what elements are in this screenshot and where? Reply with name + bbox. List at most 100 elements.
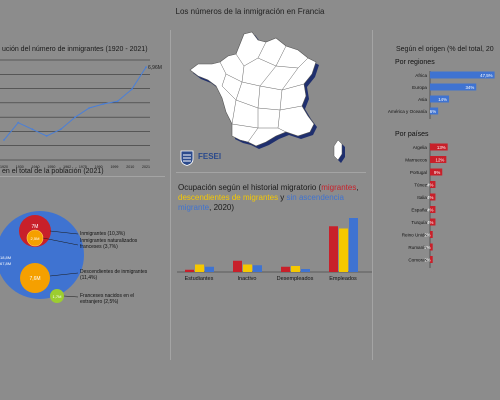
group-title: Por países — [395, 131, 429, 138]
logo-text: FESEI — [198, 152, 222, 161]
occupation-title-no-ancestry: sin ascendencia migrante — [178, 193, 344, 212]
bar-label: Marruecos — [405, 158, 427, 163]
bubble-descendants — [20, 263, 50, 293]
bar-label: Rumanía — [408, 245, 427, 250]
bar-descendants — [195, 264, 204, 272]
bar-value: 47,5% — [480, 73, 493, 78]
bar-descendants — [291, 266, 300, 272]
bar-migrants — [329, 226, 338, 272]
column-divider-right — [372, 30, 373, 360]
bar — [430, 218, 436, 226]
line-point — [45, 135, 48, 137]
leader-line — [42, 237, 79, 246]
leader-line — [49, 272, 79, 277]
bar-label: Africa — [415, 73, 427, 78]
row-divider-center — [176, 172, 366, 173]
bubble-left-label: 67,8M — [0, 261, 11, 266]
bar — [430, 243, 433, 251]
column-divider-left — [170, 30, 171, 360]
map-corsica — [333, 139, 343, 161]
bar-value: 4% — [427, 195, 433, 200]
line-point — [3, 139, 5, 141]
x-tick-label: 1950 — [47, 165, 55, 169]
bubble-label-descendants: Descendientes de inmigrantes (11,4%) — [80, 269, 148, 281]
bar-no_ancestry — [349, 218, 358, 272]
bar-label: Europa — [412, 85, 427, 90]
bar — [430, 181, 436, 188]
line-point — [102, 103, 105, 105]
bar-value: 34% — [465, 85, 474, 90]
bar — [430, 156, 447, 163]
bar-value: 6% — [430, 109, 436, 114]
bar — [430, 206, 436, 213]
bar-label: América y Oceanía — [388, 109, 428, 114]
line-point — [74, 116, 76, 119]
x-tick-label: 1975 — [79, 165, 87, 169]
bar — [430, 168, 443, 176]
occupation-title-descendants: descendientes de migrantes — [178, 193, 279, 202]
line-chart: 6,96M 1920 1930 1940 1950 1962 1975 1990 1999 201… — [0, 59, 162, 169]
bar-value: 9% — [434, 170, 440, 175]
line-point — [116, 100, 119, 103]
x-tick-label: 1920 — [0, 165, 8, 169]
bar-label: Reino Unido — [402, 233, 428, 238]
bar-label: Italia — [417, 195, 427, 200]
bubble-label-migrants: Inmigrantes (10,3%) — [80, 231, 125, 237]
bar-value: 4% — [427, 220, 433, 225]
group-title: Por regiones — [395, 59, 435, 66]
bar — [430, 71, 495, 79]
occupation-chart-title: Ocupación según el historial migratorio … — [178, 183, 368, 213]
occupation-bar-chart: Estudiantes Inactivo Desempleados Empleados — [177, 218, 372, 282]
category-label: Inactivo — [238, 276, 257, 282]
bar — [430, 231, 433, 238]
bar-value: 2% — [424, 232, 430, 237]
bar-migrants — [233, 260, 242, 272]
bubble-value-migrants: 7M — [32, 224, 39, 230]
bar-label: Comoras — [408, 258, 427, 263]
row-divider-left — [0, 176, 165, 177]
bubble-value-descendants: 7,6M — [29, 276, 40, 282]
line-chart-title: ución del número de inmigrantes (1920 - … — [2, 46, 148, 53]
x-tick-label: 1940 — [32, 165, 40, 169]
line-point — [88, 107, 91, 109]
bar-no_ancestry — [301, 269, 310, 272]
bar-value: 4% — [427, 207, 433, 212]
bubble-chart-title: en el total de la población (2021) — [2, 168, 104, 175]
bar — [430, 107, 439, 115]
line-point — [31, 128, 34, 131]
leader-line — [49, 230, 79, 235]
series-line — [3, 66, 147, 141]
line-point — [59, 128, 62, 131]
bar-value: 12% — [436, 157, 445, 162]
map-france — [189, 31, 317, 147]
bar — [430, 95, 450, 103]
bubble-label-naturalized: Inmigrantes naturalizados franceses (3,7%… — [80, 238, 138, 250]
bar — [430, 256, 433, 263]
category-label: Estudiantes — [185, 276, 214, 282]
category-label: Desempleados — [277, 276, 314, 282]
origin-chart-title: Según el origen (% del total, 20 — [396, 46, 494, 53]
map-region-borders — [219, 41, 309, 143]
x-tick-label: 2010 — [126, 165, 134, 169]
bar — [430, 83, 477, 91]
bar-no_ancestry — [205, 266, 214, 272]
bubble-foreign-born — [50, 289, 64, 303]
bar-descendants — [243, 264, 252, 272]
bar-label: Argelia — [413, 145, 428, 150]
x-tick-label: 1990 — [95, 165, 103, 169]
bar-value: 2% — [424, 245, 430, 250]
x-tick-label: 2021 — [142, 165, 150, 169]
bar-label: Portugal — [410, 170, 427, 175]
x-tick-label: 1999 — [110, 165, 118, 169]
bar — [430, 143, 448, 151]
end-value-label: 6,96M — [148, 65, 162, 71]
bubble-value-naturalized: 2,5M — [31, 236, 40, 241]
bar-migrants — [281, 266, 290, 272]
line-point — [130, 88, 133, 91]
bar-migrants — [185, 269, 194, 272]
line-point — [17, 121, 20, 124]
bar-value: 14% — [438, 97, 447, 102]
bar-value: 4% — [427, 182, 433, 187]
origin-bar-chart: Por regiones Africa 47,5% Europa 34% Asia 14% A… — [388, 59, 495, 268]
